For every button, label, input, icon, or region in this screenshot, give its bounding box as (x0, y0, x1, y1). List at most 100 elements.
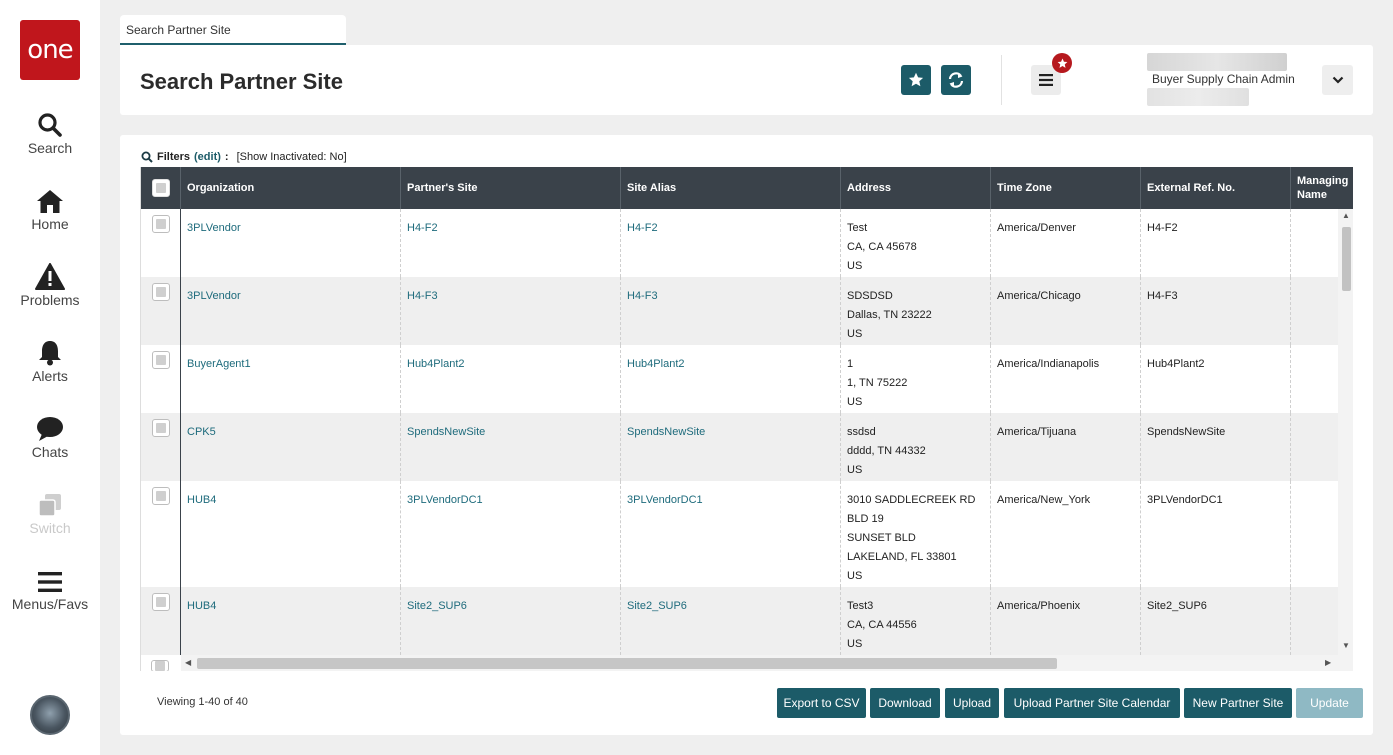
scroll-down-icon[interactable]: ▼ (1342, 641, 1350, 650)
organization-cell: HUB4 (181, 481, 401, 587)
time-zone-cell: America/New_York (991, 481, 1141, 587)
user-org-redacted (1147, 88, 1249, 106)
address-line: US (847, 464, 863, 476)
app-logo[interactable]: one (20, 20, 80, 80)
chevron-down-icon (1332, 76, 1343, 84)
favorites-badge[interactable] (1052, 53, 1072, 73)
site-alias-link[interactable]: SpendsNewSite (627, 426, 706, 438)
address-line: 1, TN 75222 (847, 377, 908, 389)
refresh-button[interactable] (941, 65, 971, 95)
organization-link[interactable]: HUB4 (187, 494, 217, 506)
refresh-icon (948, 72, 964, 88)
table-row: 3PLVendor H4-F2 H4-F2 Test CA, CA 45678 … (141, 209, 1338, 277)
download-button[interactable]: Download (870, 688, 940, 718)
page-header: Search Partner Site Buyer Supply Chain A… (120, 45, 1373, 115)
sidebar-item-problems[interactable]: Problems (0, 258, 100, 308)
external-ref-cell: H4-F2 (1141, 209, 1291, 277)
table-body: 3PLVendor H4-F2 H4-F2 Test CA, CA 45678 … (141, 209, 1338, 655)
address-cell: ssdsd dddd, TN 44332 US (841, 413, 991, 481)
partner-site-link[interactable]: H4-F3 (407, 290, 438, 302)
address-line: US (847, 570, 863, 582)
row-checkbox[interactable] (152, 593, 170, 611)
external-ref-cell: H4-F3 (1141, 277, 1291, 345)
row-checkbox[interactable] (151, 660, 169, 671)
header-divider (1001, 55, 1002, 105)
row-checkbox[interactable] (152, 283, 170, 301)
row-checkbox[interactable] (152, 487, 170, 505)
row-select-cell (141, 413, 181, 481)
address-line: LAKELAND, FL 33801 (847, 551, 957, 563)
site-alias-link[interactable]: H4-F2 (627, 222, 658, 234)
site-alias-link[interactable]: Hub4Plant2 (627, 358, 685, 370)
chat-icon (0, 410, 100, 442)
column-header-site-alias[interactable]: Site Alias (621, 167, 841, 209)
sidebar-item-chats[interactable]: Chats (0, 410, 100, 460)
column-header-time-zone[interactable]: Time Zone (991, 167, 1141, 209)
row-select-cell (141, 481, 181, 587)
horizontal-scroll-thumb[interactable] (197, 658, 1057, 669)
sidebar-item-label: Menus/Favs (11, 596, 89, 612)
column-header-organization[interactable]: Organization (181, 167, 401, 209)
row-checkbox[interactable] (152, 215, 170, 233)
user-avatar[interactable] (30, 695, 70, 735)
partner-site-link[interactable]: Hub4Plant2 (407, 358, 465, 370)
address-cell: SDSDSD Dallas, TN 23222 US (841, 277, 991, 345)
time-zone-cell: America/Denver (991, 209, 1141, 277)
favorite-button[interactable] (901, 65, 931, 95)
partner-site-cell: SpendsNewSite (401, 413, 621, 481)
address-line: US (847, 328, 863, 340)
partner-site-link[interactable]: Site2_SUP6 (407, 600, 467, 612)
row-checkbox[interactable] (152, 419, 170, 437)
scroll-up-icon[interactable]: ▲ (1342, 211, 1350, 220)
column-header-managing-name[interactable]: Managing Name (1297, 175, 1349, 201)
organization-link[interactable]: 3PLVendor (187, 290, 241, 302)
site-alias-link[interactable]: 3PLVendorDC1 (627, 494, 703, 506)
time-zone-cell: America/Phoenix (991, 587, 1141, 655)
filters-label: Filters (157, 151, 191, 163)
new-partner-site-button[interactable]: New Partner Site (1184, 688, 1292, 718)
search-icon (0, 106, 100, 138)
upload-button[interactable]: Upload (945, 688, 999, 718)
column-header-address[interactable]: Address (841, 167, 991, 209)
vertical-scrollbar[interactable]: ▲ ▼ (1338, 209, 1353, 655)
site-alias-link[interactable]: H4-F3 (627, 290, 658, 302)
sidebar-item-search[interactable]: Search (0, 106, 100, 156)
organization-link[interactable]: HUB4 (187, 600, 217, 612)
page-title: Search Partner Site (140, 69, 343, 94)
sidebar-item-alerts[interactable]: Alerts (0, 334, 100, 384)
export-csv-button[interactable]: Export to CSV (777, 688, 866, 718)
table-row: HUB4 3PLVendorDC1 3PLVendorDC1 3010 SADD… (141, 481, 1338, 587)
vertical-scroll-thumb[interactable] (1342, 227, 1351, 291)
site-alias-link[interactable]: Site2_SUP6 (627, 600, 687, 612)
column-header-partners-site[interactable]: Partner's Site (401, 167, 621, 209)
organization-link[interactable]: 3PLVendor (187, 222, 241, 234)
user-menu-button[interactable] (1322, 65, 1353, 95)
sidebar-item-menus-favs[interactable]: Menus/Favs (0, 562, 100, 612)
row-checkbox[interactable] (152, 351, 170, 369)
filters-edit-link[interactable]: (edit) (194, 151, 221, 163)
organization-cell: 3PLVendor (181, 277, 401, 345)
filters-colon: : (224, 151, 229, 163)
upload-partner-site-calendar-button[interactable]: Upload Partner Site Calendar (1004, 688, 1180, 718)
partner-site-link[interactable]: SpendsNewSite (407, 426, 486, 438)
managing-name-cell (1291, 345, 1338, 413)
site-alias-cell: H4-F2 (621, 209, 841, 277)
external-ref-cell: Site2_SUP6 (1141, 587, 1291, 655)
scroll-right-icon[interactable]: ▶ (1325, 658, 1332, 667)
sidebar-item-home[interactable]: Home (0, 182, 100, 232)
partner-site-link[interactable]: H4-F2 (407, 222, 438, 234)
address-line: ssdsd (847, 426, 876, 438)
tab-search-partner-site[interactable]: Search Partner Site (120, 15, 346, 45)
organization-link[interactable]: BuyerAgent1 (187, 358, 251, 370)
partner-site-link[interactable]: 3PLVendorDC1 (407, 494, 483, 506)
search-icon (141, 151, 153, 163)
horizontal-scrollbar[interactable]: ◀ ▶ (181, 655, 1353, 671)
site-alias-cell: Site2_SUP6 (621, 587, 841, 655)
organization-cell: 3PLVendor (181, 209, 401, 277)
column-header-external-ref[interactable]: External Ref. No. (1141, 167, 1291, 209)
scroll-left-icon[interactable]: ◀ (185, 658, 192, 667)
row-select-cell (141, 209, 181, 277)
partner-site-cell: 3PLVendorDC1 (401, 481, 621, 587)
select-all-checkbox[interactable] (151, 179, 170, 197)
organization-link[interactable]: CPK5 (187, 426, 216, 438)
